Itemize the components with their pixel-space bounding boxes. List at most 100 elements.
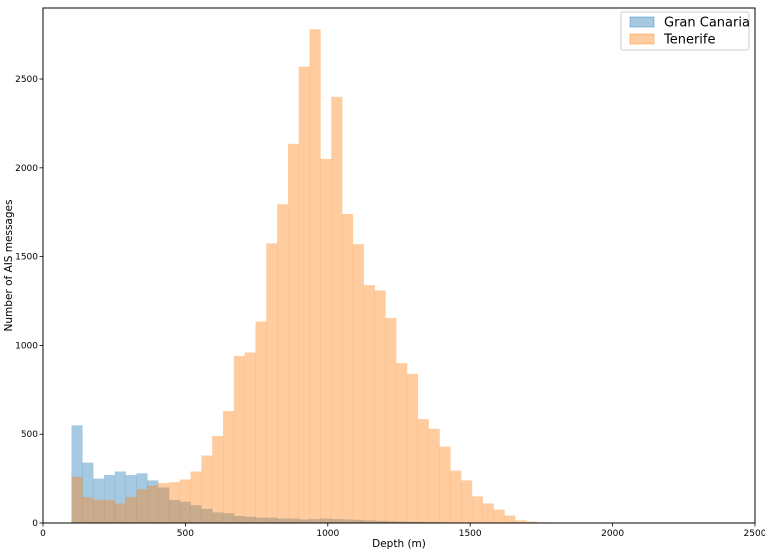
histogram-bar [309,519,321,523]
histogram-bar [168,499,181,523]
legend: Gran Canaria Tenerife [620,11,750,51]
histogram-bar [222,411,235,523]
legend-label-gran-canaria: Gran Canaria [664,16,750,31]
histogram-bar [385,317,397,523]
bars-layer [71,29,559,524]
histogram-bar [331,519,343,523]
histogram-bar [428,428,440,523]
histogram-bar [320,518,332,523]
histogram-bar [417,521,429,523]
histogram-bar [385,521,397,523]
histogram-bar [342,214,354,523]
histogram-bar [287,518,300,523]
histogram-bar [406,373,419,523]
series-tenerife [71,29,559,524]
histogram-bar [147,485,159,523]
x-tick-label: 2000 [601,529,624,539]
histogram-bar [233,356,245,523]
x-tick-label: 1500 [459,529,482,539]
histogram-bar [158,483,170,523]
histogram-bar [255,517,267,523]
histogram-bar [103,499,116,523]
legend-swatch-tenerife [629,33,655,45]
x-axis-title: Depth (m) [372,538,426,550]
histogram-bar [342,519,354,523]
histogram-bar [482,503,494,523]
legend-swatch-gran-canaria [629,16,655,28]
histogram-bar [287,143,300,523]
histogram-bar [82,462,94,523]
histogram-bar [147,480,159,523]
histogram-bar [266,517,278,523]
histogram-bar [493,509,505,523]
histogram-bar [244,352,256,523]
histogram-bar [331,96,343,524]
histogram-bar [309,29,321,524]
histogram-bar [374,520,386,523]
histogram-bar [417,419,429,523]
y-axis-title: Number of AIS messages [3,200,15,332]
histogram-bar [93,499,105,523]
histogram-bar [103,475,116,523]
histogram-bar [277,204,289,523]
histogram-bar [114,503,126,523]
histogram-bar [158,487,170,523]
y-tick-label: 500 [21,430,38,440]
legend-label-tenerife: Tenerife [663,33,716,48]
x-tick-label: 1000 [316,529,339,539]
histogram-bar [515,520,527,523]
histogram-bar [190,505,202,523]
histogram-bar [136,489,148,523]
histogram-bar [526,521,538,523]
histogram-bar [201,508,213,523]
x-tick-label: 2500 [744,529,765,539]
histogram-bar [179,501,191,523]
legend-box [620,11,750,51]
histogram-bar [406,521,419,523]
y-tick-label: 1500 [15,253,38,263]
histogram-bar [190,471,202,523]
y-tick-label: 2500 [15,75,38,85]
ticks-layer: 0 500 1000 1500 2000 2500 0 500 1000 1500 2000 2500 [15,75,765,539]
histogram-bar [396,363,408,523]
histogram-bar [136,473,148,523]
histogram-bar [255,321,267,523]
histogram-bar [71,476,83,523]
histogram-bar [277,518,289,523]
histogram-bar [461,480,473,523]
histogram-bar [363,285,375,523]
histogram-bar [71,425,83,523]
plot-frame [42,7,756,524]
y-tick-label: 2000 [15,164,38,174]
histogram-bar [222,513,235,523]
histogram-bar [179,479,191,523]
histogram-bar [125,475,137,523]
histogram-bar [233,515,245,523]
histogram-bar [82,497,94,523]
x-tick-label: 0 [40,529,46,539]
histogram-bar [352,244,364,524]
histogram-bar [244,516,256,523]
histogram-bar [471,496,484,523]
histogram-bar [114,471,126,523]
histogram-bar [125,497,137,523]
histogram-bar [266,243,278,523]
histogram-bar [298,519,310,523]
histogram-bar [298,66,310,523]
y-tick-label: 1000 [15,341,38,351]
y-tick-label: 0 [32,519,38,529]
histogram-bar [352,519,364,523]
x-tick-label: 500 [177,529,194,539]
histogram-bar [363,520,375,523]
histogram-bar [320,158,332,523]
histogram-bar [201,455,213,523]
histogram-bar [504,515,516,523]
histogram-bar [439,446,451,523]
histogram-bar [212,435,224,523]
histogram-bar [168,482,181,523]
histogram-bar [396,521,408,523]
histogram-bar [374,290,386,523]
histogram-bar [93,478,105,523]
histogram-bar [212,512,224,523]
